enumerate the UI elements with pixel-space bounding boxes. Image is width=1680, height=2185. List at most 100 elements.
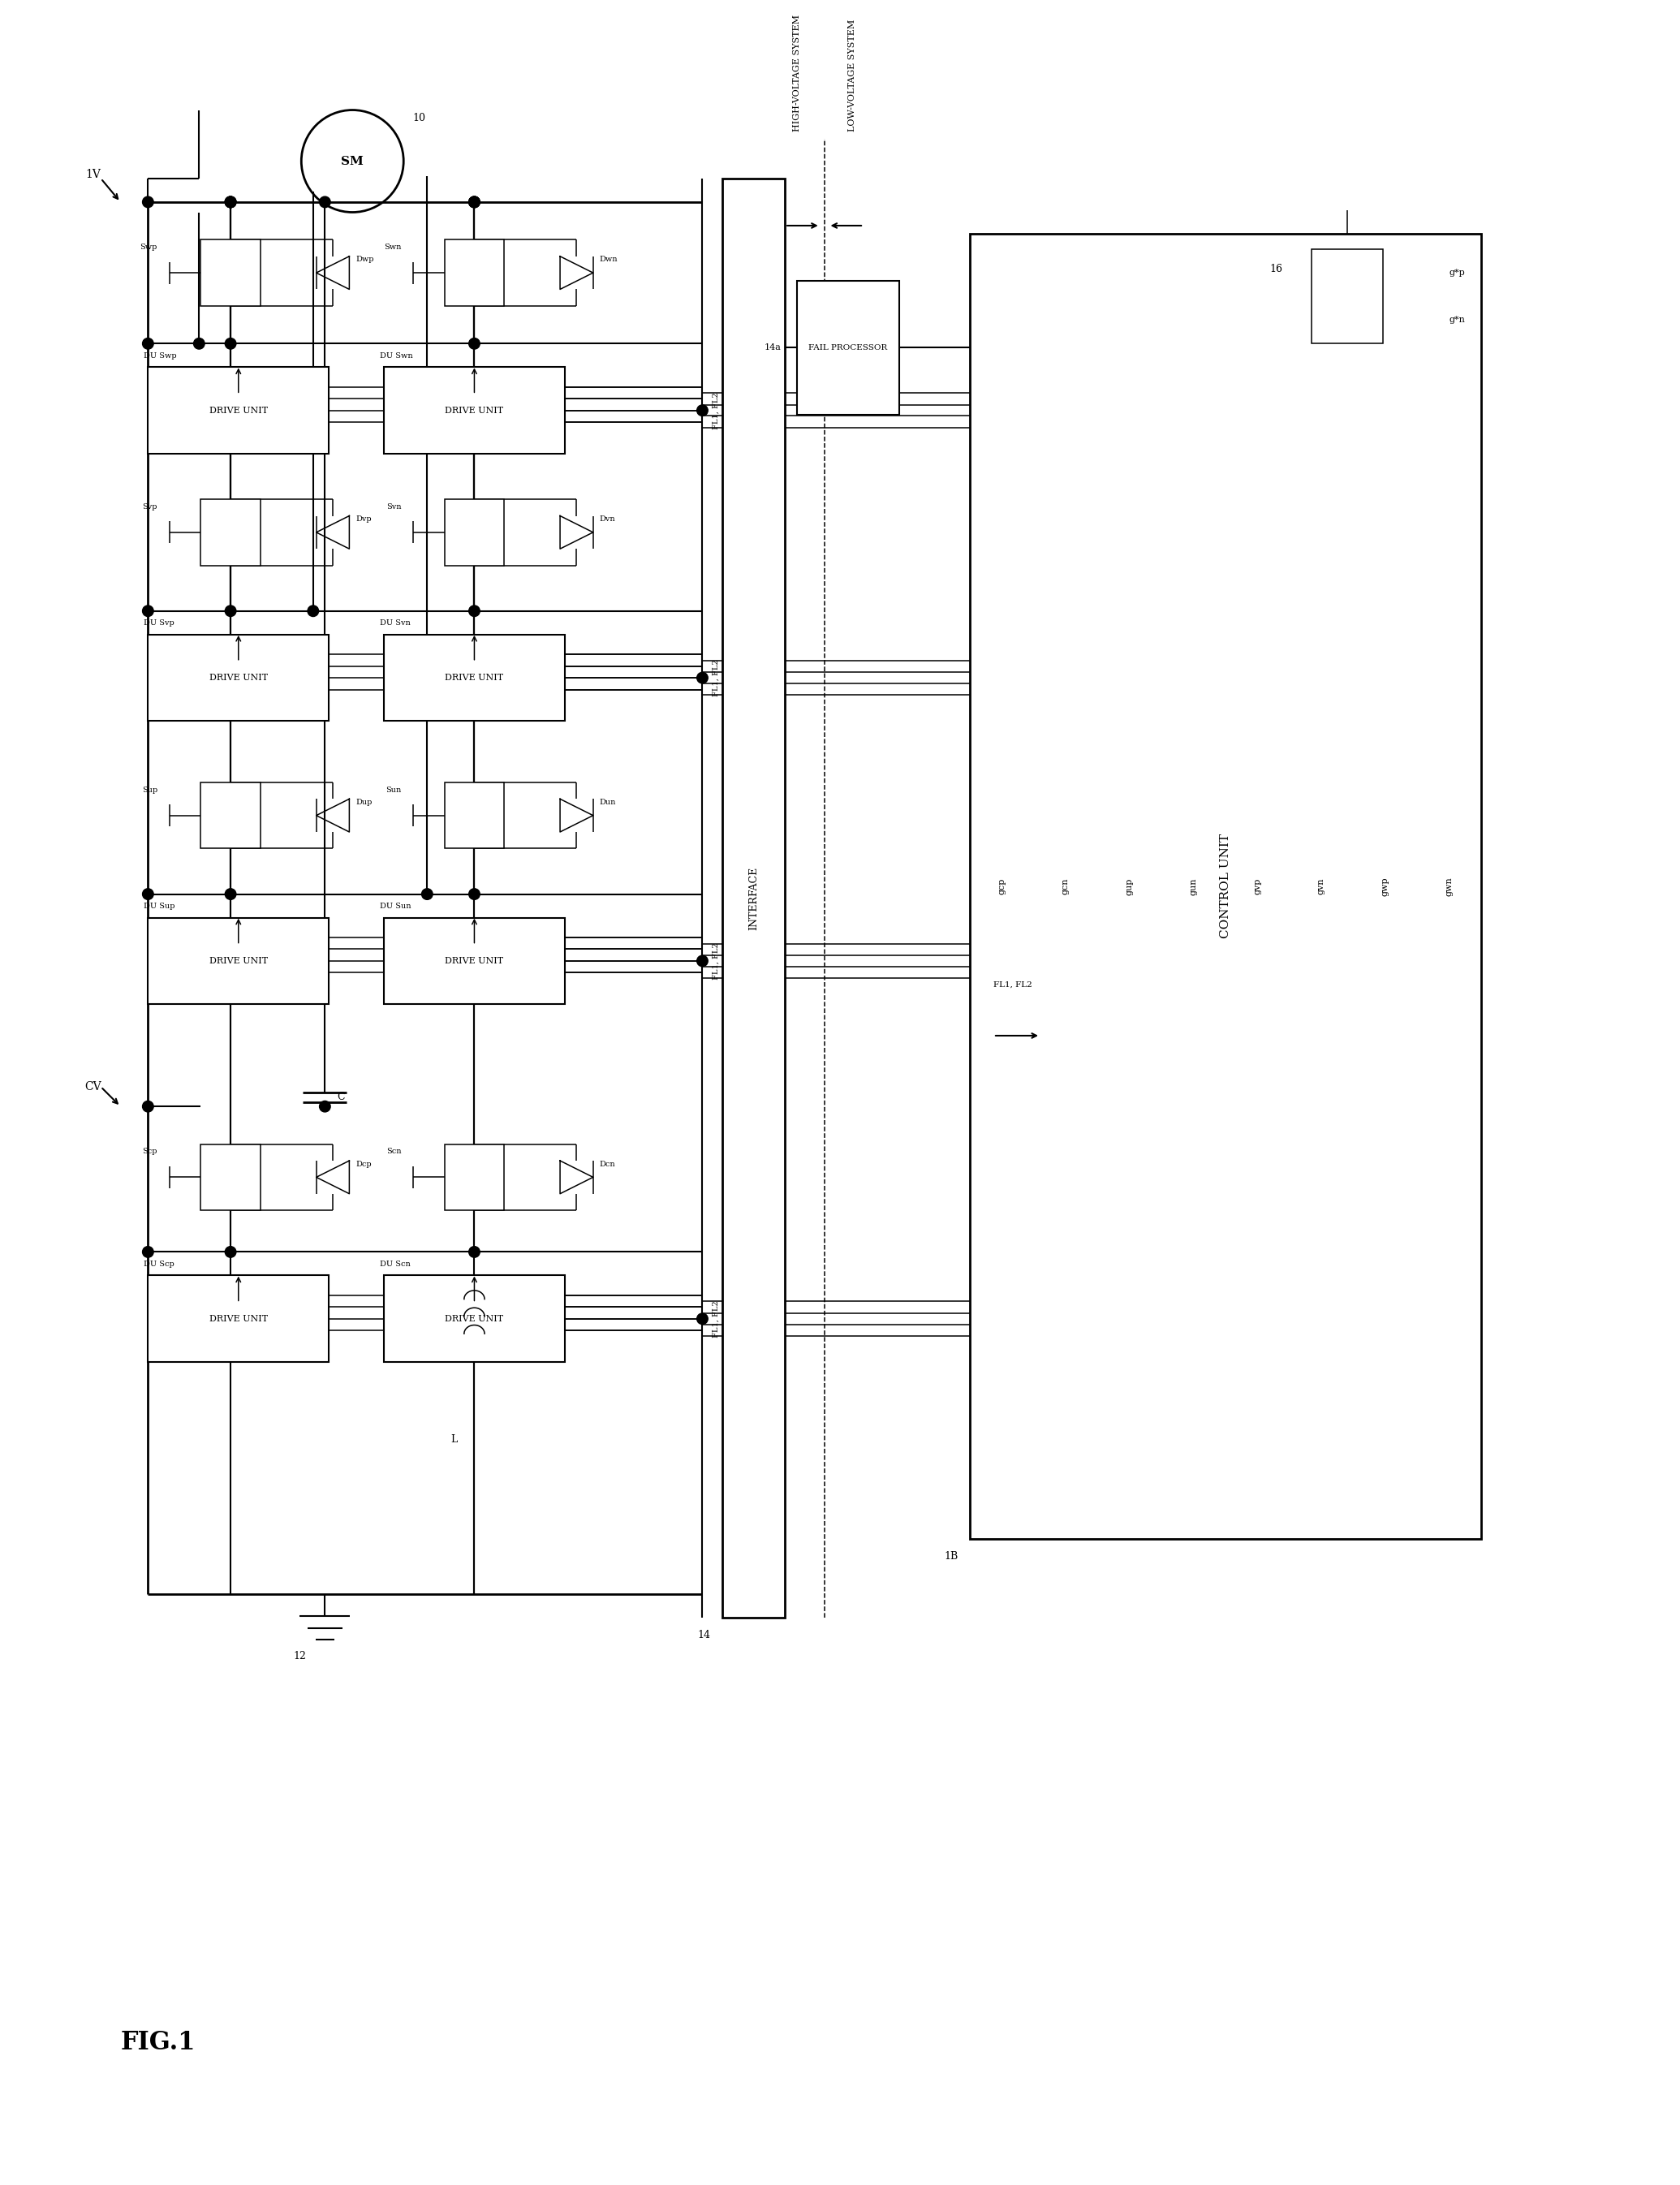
- Circle shape: [225, 197, 237, 208]
- Text: 10: 10: [413, 114, 427, 122]
- Bar: [385, 367, 564, 454]
- Text: gwp: gwp: [1381, 876, 1389, 896]
- Bar: [445, 782, 504, 848]
- Circle shape: [193, 339, 205, 350]
- Circle shape: [307, 605, 319, 616]
- Bar: [1312, 249, 1383, 343]
- Text: CONTROL UNIT: CONTROL UNIT: [1220, 835, 1231, 940]
- Text: 16: 16: [1270, 264, 1284, 273]
- Text: Sun: Sun: [386, 787, 402, 793]
- Text: FL1, FL2: FL1, FL2: [993, 981, 1032, 988]
- Text: DU Svn: DU Svn: [380, 618, 410, 627]
- Circle shape: [225, 197, 237, 208]
- Text: DRIVE UNIT: DRIVE UNIT: [445, 673, 504, 682]
- Text: FL1, FL2: FL1, FL2: [712, 391, 719, 428]
- Circle shape: [225, 889, 237, 900]
- Circle shape: [143, 197, 153, 208]
- Bar: [148, 918, 329, 1005]
- Text: DU Sun: DU Sun: [380, 902, 412, 909]
- Text: gwn: gwn: [1445, 876, 1453, 896]
- Circle shape: [697, 955, 707, 966]
- Circle shape: [225, 197, 237, 208]
- Text: Dup: Dup: [356, 800, 373, 806]
- Bar: [148, 367, 329, 454]
- Text: Dvp: Dvp: [356, 516, 371, 522]
- Text: Sup: Sup: [141, 787, 158, 793]
- Text: DU Scp: DU Scp: [144, 1261, 175, 1267]
- Text: DU Sup: DU Sup: [144, 902, 175, 909]
- Bar: [200, 1145, 260, 1210]
- Text: CV: CV: [84, 1082, 101, 1092]
- Text: gun: gun: [1189, 878, 1198, 896]
- Circle shape: [469, 197, 480, 208]
- Text: L: L: [450, 1433, 457, 1444]
- Bar: [200, 500, 260, 566]
- Bar: [148, 1276, 329, 1361]
- Text: DRIVE UNIT: DRIVE UNIT: [208, 957, 267, 966]
- Bar: [385, 634, 564, 721]
- Bar: [722, 179, 785, 1617]
- Circle shape: [469, 889, 480, 900]
- Text: Dvn: Dvn: [600, 516, 615, 522]
- Text: FL1, FL2: FL1, FL2: [712, 1300, 719, 1337]
- Circle shape: [225, 605, 237, 616]
- Text: DRIVE UNIT: DRIVE UNIT: [445, 406, 504, 415]
- Circle shape: [697, 1313, 707, 1324]
- Text: FAIL PROCESSOR: FAIL PROCESSOR: [808, 343, 887, 352]
- Circle shape: [469, 197, 480, 208]
- Circle shape: [469, 1245, 480, 1256]
- Bar: [445, 1145, 504, 1210]
- Text: LOW-VOLTAGE SYSTEM: LOW-VOLTAGE SYSTEM: [848, 20, 855, 131]
- Text: Dwp: Dwp: [356, 256, 375, 264]
- Bar: [148, 634, 329, 721]
- Text: 1V: 1V: [86, 168, 101, 179]
- Text: FL1, FL2: FL1, FL2: [712, 942, 719, 979]
- Circle shape: [469, 605, 480, 616]
- Text: g*n: g*n: [1450, 317, 1465, 323]
- Text: Dcn: Dcn: [600, 1160, 615, 1167]
- Circle shape: [225, 197, 237, 208]
- Text: Svn: Svn: [386, 503, 402, 511]
- Bar: [200, 782, 260, 848]
- Circle shape: [469, 339, 480, 350]
- Text: Scp: Scp: [143, 1147, 158, 1156]
- Circle shape: [143, 1245, 153, 1256]
- Bar: [445, 500, 504, 566]
- Text: DU Swn: DU Swn: [380, 352, 413, 358]
- Circle shape: [319, 1101, 331, 1112]
- Text: gcp: gcp: [998, 878, 1006, 894]
- Text: FL1, FL2: FL1, FL2: [712, 660, 719, 697]
- Bar: [200, 240, 260, 306]
- Text: gvp: gvp: [1253, 878, 1262, 894]
- Circle shape: [422, 889, 433, 900]
- Circle shape: [143, 889, 153, 900]
- Text: Swn: Swn: [383, 243, 402, 251]
- Text: 12: 12: [294, 1650, 306, 1661]
- Text: FIG.1: FIG.1: [121, 2030, 195, 2054]
- Circle shape: [143, 1101, 153, 1112]
- Circle shape: [225, 1245, 237, 1256]
- Text: DRIVE UNIT: DRIVE UNIT: [208, 673, 267, 682]
- Text: g*p: g*p: [1450, 269, 1465, 277]
- Text: 14a: 14a: [764, 343, 781, 352]
- Text: 14: 14: [697, 1630, 711, 1641]
- Text: DU Swp: DU Swp: [144, 352, 176, 358]
- Circle shape: [143, 339, 153, 350]
- Text: DU Svp: DU Svp: [144, 618, 175, 627]
- Bar: [445, 240, 504, 306]
- Circle shape: [143, 605, 153, 616]
- Text: gvn: gvn: [1317, 878, 1326, 894]
- Text: DRIVE UNIT: DRIVE UNIT: [445, 957, 504, 966]
- Circle shape: [697, 673, 707, 684]
- Text: 1B: 1B: [944, 1551, 958, 1562]
- Bar: [969, 234, 1480, 1538]
- Text: Scn: Scn: [386, 1147, 402, 1156]
- Bar: [385, 1276, 564, 1361]
- Text: Dwn: Dwn: [600, 256, 618, 264]
- Text: HIGH-VOLTAGE SYSTEM: HIGH-VOLTAGE SYSTEM: [793, 15, 801, 131]
- Text: gcn: gcn: [1062, 878, 1070, 894]
- Text: Dun: Dun: [600, 800, 617, 806]
- Text: gup: gup: [1126, 878, 1134, 896]
- Circle shape: [469, 197, 480, 208]
- Text: Svp: Svp: [143, 503, 158, 511]
